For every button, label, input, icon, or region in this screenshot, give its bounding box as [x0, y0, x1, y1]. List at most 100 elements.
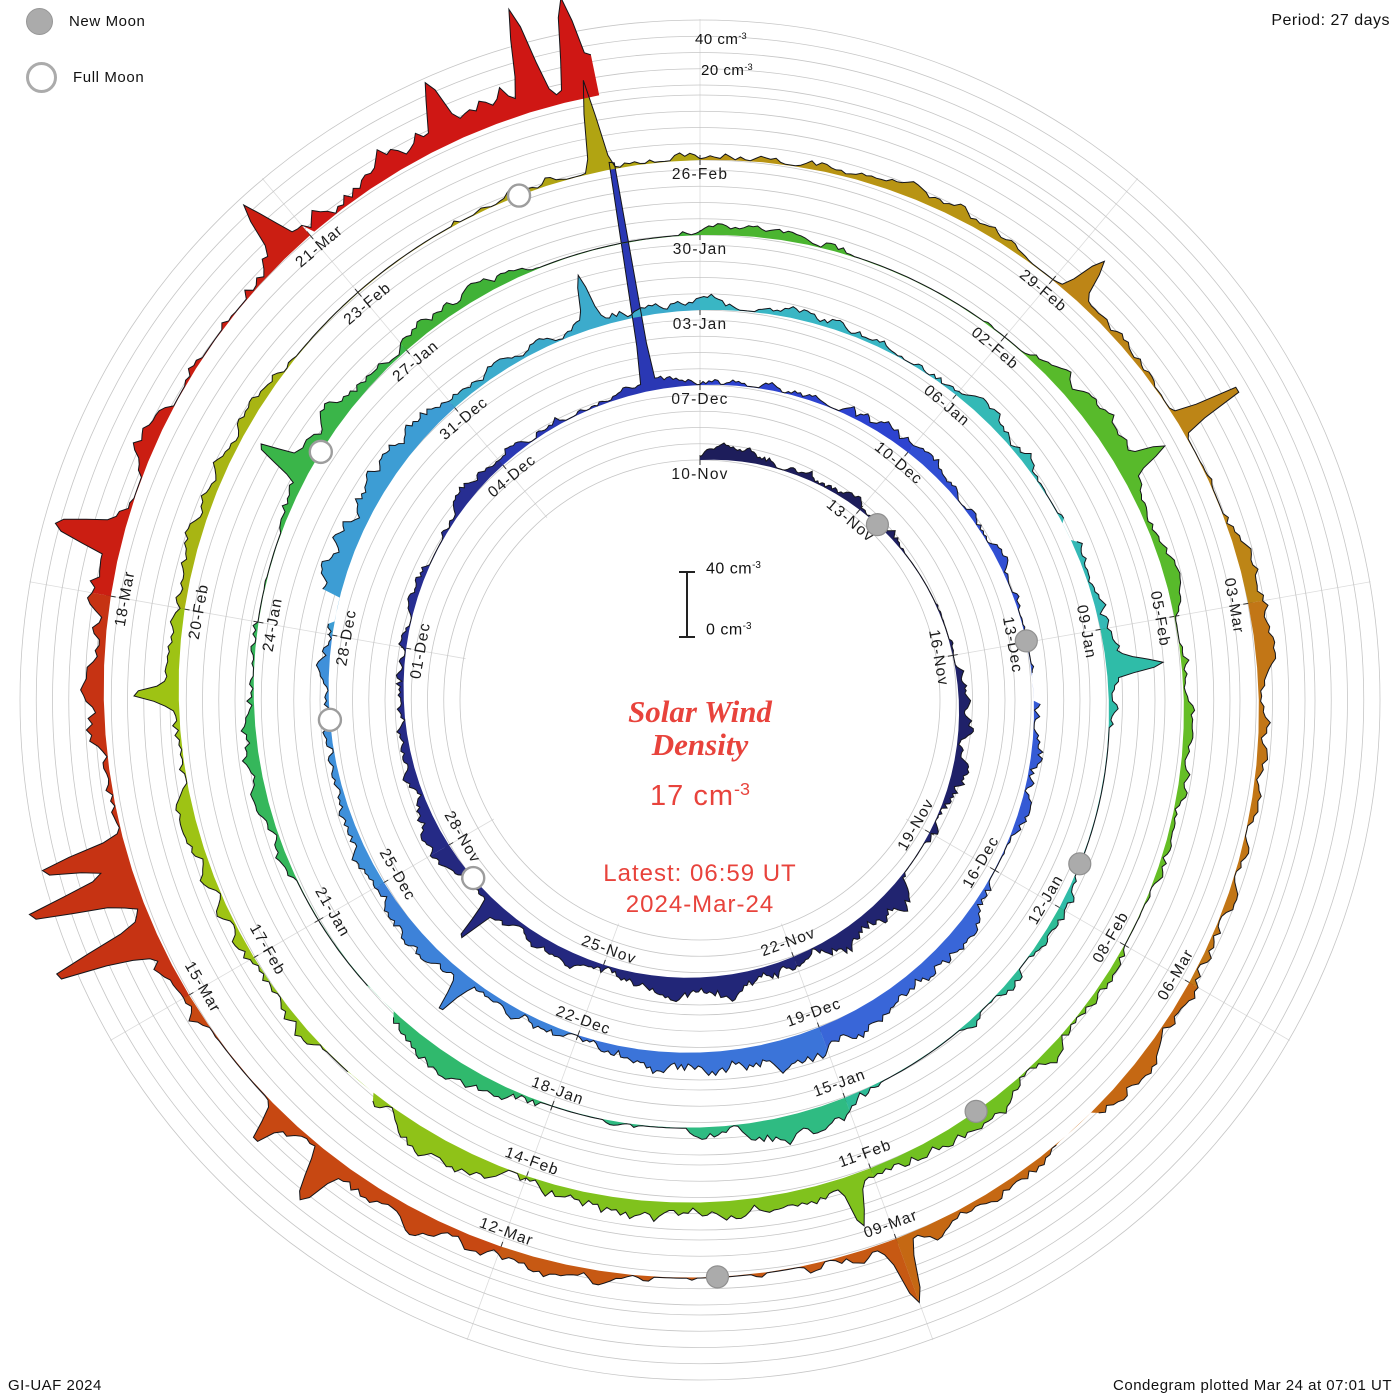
density-segment	[1059, 628, 1164, 911]
credit-label: GI-UAF 2024	[8, 1377, 102, 1394]
gridline-circle	[244, 244, 1156, 1156]
density-segment	[929, 655, 974, 835]
gridline-circle	[127, 127, 1273, 1273]
new-moon-icon	[26, 7, 53, 35]
density-segment	[907, 445, 1031, 643]
moon-legend: New Moon Full Moon	[26, 7, 146, 120]
density-segment	[600, 956, 797, 1002]
gridline-circle	[352, 352, 1048, 1048]
legend-new-moon: New Moon	[26, 7, 146, 35]
latest-time: Latest: 06:59 UT	[603, 860, 797, 887]
full-moon-marker	[506, 183, 532, 208]
gridline-circle	[143, 143, 1257, 1257]
density-segment	[241, 622, 319, 921]
date-label: 03-Jan	[673, 316, 728, 333]
density-segment	[526, 1168, 874, 1226]
new-moon-marker	[865, 513, 890, 537]
chart-title-line1: Solar Wind	[628, 694, 772, 729]
density-segment	[400, 231, 700, 351]
density-segment	[301, 0, 600, 232]
density-segment	[793, 832, 932, 967]
full-moon-marker	[461, 865, 486, 891]
density-segment	[700, 223, 1005, 338]
density-segment	[1052, 261, 1264, 604]
grid-layer	[19, 19, 1381, 1381]
density-segment	[183, 995, 502, 1256]
legend-full-moon: Full Moon	[26, 61, 146, 93]
radial-gridline	[905, 818, 1290, 1041]
density-segment	[316, 634, 384, 888]
gridline-circle	[427, 427, 973, 973]
date-label: 01-Dec	[407, 621, 434, 680]
density-segment	[321, 401, 455, 636]
radial-gridline	[852, 178, 1139, 518]
density-segment	[844, 907, 1065, 1112]
outer-scale-20-label: 20 cm-3	[701, 62, 753, 80]
date-label: 14-Feb	[503, 1144, 562, 1179]
data-layer	[28, 0, 1277, 1304]
date-label: 10-Nov	[671, 466, 728, 483]
full-moon-marker	[317, 707, 343, 733]
density-segment	[994, 641, 1043, 871]
full-moon-label: Full Moon	[73, 68, 145, 86]
date-tick	[314, 917, 324, 923]
density-segment	[29, 592, 190, 999]
gridline-circle	[202, 202, 1198, 1198]
gridline-circle	[52, 52, 1348, 1348]
density-segment	[577, 1027, 828, 1076]
scalebar-top-label: 40 cm-3	[706, 560, 761, 578]
radial-gridline	[934, 581, 1371, 660]
gridline-circle	[368, 368, 1032, 1032]
gridline-circle	[19, 19, 1381, 1381]
new-moon-marker	[964, 1099, 988, 1123]
gridline-circle	[293, 293, 1107, 1107]
density-segment	[55, 205, 311, 597]
date-label: 07-Dec	[671, 391, 728, 408]
outer-scale-40-label: 40 cm-3	[695, 31, 747, 49]
gridline-circle	[218, 218, 1182, 1182]
radial-gridline	[466, 923, 619, 1341]
gridline-circle	[68, 68, 1332, 1332]
plotted-label: Condegram plotted Mar 24 at 07:01 UT	[1113, 1377, 1392, 1394]
date-label: 02-Feb	[968, 324, 1022, 373]
scalebar-layer	[679, 571, 695, 638]
date-tick	[306, 231, 314, 240]
new-moon-marker	[1068, 852, 1092, 876]
date-label: 28-Dec	[333, 608, 360, 667]
date-label: 30-Jan	[673, 241, 728, 258]
date-label: 20-Feb	[186, 582, 213, 640]
density-segment	[552, 1097, 850, 1145]
date-label: 29-Feb	[1016, 266, 1070, 315]
density-segment	[498, 1238, 920, 1303]
density-segment	[498, 162, 700, 466]
date-label: 10-Dec	[871, 439, 926, 489]
date-label: 16-Nov	[925, 628, 952, 687]
gridline-circle	[35, 35, 1365, 1365]
chart-title-line2: Density	[651, 726, 749, 762]
date-label: 21-Jan	[311, 884, 353, 940]
gridline-circle	[319, 319, 1081, 1081]
date-label: 26-Feb	[672, 166, 728, 183]
period-label: Period: 27 days	[1271, 12, 1390, 29]
date-label: 18-Mar	[112, 569, 139, 627]
density-segment	[700, 443, 862, 510]
date-tick	[947, 654, 958, 657]
date-tick	[1119, 942, 1129, 948]
chart-title: Solar Wind Density	[628, 694, 772, 762]
density-segment	[396, 647, 449, 856]
date-label: 17-Feb	[246, 921, 289, 978]
density-segment	[819, 870, 995, 1050]
gridline-circle	[110, 110, 1290, 1290]
scalebar-bottom-label: 0 cm-3	[706, 621, 752, 639]
gridline-circle	[443, 443, 957, 957]
new-moon-marker	[1014, 629, 1038, 653]
date-tick	[575, 1030, 581, 1041]
date-label: 24-Jan	[260, 596, 286, 653]
full-moon-marker	[308, 439, 334, 465]
density-segment	[1189, 600, 1276, 988]
date-label: 15-Mar	[181, 959, 224, 1016]
latest-date: 2024-Mar-24	[625, 891, 775, 918]
new-moon-label: New Moon	[69, 12, 146, 30]
